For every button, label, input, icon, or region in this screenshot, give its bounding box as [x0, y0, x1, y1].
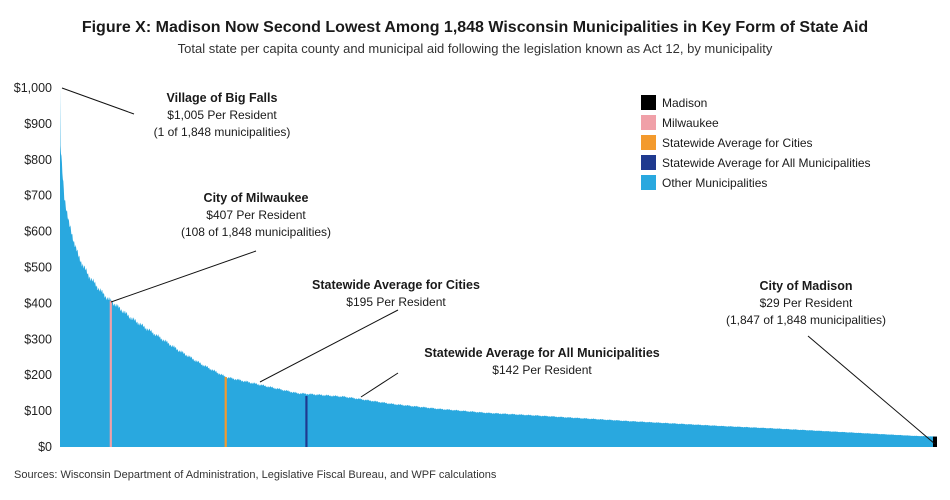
legend-swatch — [641, 155, 656, 170]
legend-label: Statewide Average for All Municipalities — [662, 156, 871, 170]
leader-line — [259, 309, 399, 383]
leader-line — [360, 372, 399, 398]
y-axis: $0 $100 $200 $300 $400 $500 $600 $700 $800 $900 $1… — [14, 81, 52, 454]
y-tick-label: $600 — [24, 225, 52, 239]
annotation-value: $195 Per Resident — [346, 295, 446, 309]
leader-line — [807, 335, 936, 445]
y-tick-label: $500 — [24, 261, 52, 275]
legend-label: Milwaukee — [662, 116, 719, 130]
leader-line — [61, 87, 135, 115]
legend-swatch — [641, 95, 656, 110]
y-tick-label: $100 — [24, 404, 52, 418]
annotation-rank: (1 of 1,848 municipalities) — [154, 125, 291, 139]
annotation-value: $1,005 Per Resident — [167, 108, 277, 122]
y-tick-label: $200 — [24, 368, 52, 382]
leader-line — [110, 250, 257, 303]
legend-label: Other Municipalities — [662, 176, 767, 190]
legend: Madison Milwaukee Statewide Average for Ci… — [641, 95, 871, 190]
annotation: Statewide Average for Cities $195 Per Res… — [312, 278, 480, 309]
annotation-leader-lines — [61, 87, 936, 445]
y-tick-label: $0 — [38, 440, 52, 454]
y-tick-label: $300 — [24, 332, 52, 346]
annotation-title: City of Madison — [759, 279, 852, 293]
highlight-bars — [109, 300, 937, 447]
legend-label: Madison — [662, 96, 707, 110]
y-tick-label: $400 — [24, 296, 52, 310]
highlight-bar-statewide-average-for-cities — [224, 376, 227, 447]
annotation: City of Milwaukee $407 Per Resident (108 o… — [181, 191, 331, 239]
y-tick-label: $1,000 — [14, 81, 52, 95]
highlight-bar-milwaukee — [109, 300, 112, 447]
legend-swatch — [641, 115, 656, 130]
y-tick-label: $800 — [24, 153, 52, 167]
annotation-rank: (108 of 1,848 municipalities) — [181, 225, 331, 239]
annotation: Statewide Average for All Municipalities… — [424, 346, 660, 377]
chart-subtitle: Total state per capita county and munici… — [177, 41, 773, 56]
municipality-distribution-area — [60, 86, 937, 448]
legend-swatch — [641, 135, 656, 150]
highlight-bar-statewide-average-for-all-municipalities — [305, 396, 308, 447]
annotation-value: $407 Per Resident — [206, 208, 306, 222]
legend-label: Statewide Average for Cities — [662, 136, 813, 150]
legend-swatch — [641, 175, 656, 190]
annotation: City of Madison $29 Per Resident (1,847 of… — [726, 279, 886, 327]
annotation-title: City of Milwaukee — [204, 191, 309, 205]
y-tick-label: $900 — [24, 117, 52, 131]
annotation: Village of Big Falls $1,005 Per Resident (… — [154, 91, 291, 139]
annotation-title: Statewide Average for All Municipalities — [424, 346, 660, 360]
chart-title: Figure X: Madison Now Second Lowest Amon… — [81, 19, 869, 36]
annotation-value: $29 Per Resident — [760, 296, 853, 310]
annotation-value: $142 Per Resident — [492, 363, 592, 377]
annotation-title: Statewide Average for Cities — [312, 278, 480, 292]
source-note: Sources: Wisconsin Department of Adminis… — [14, 469, 497, 481]
highlight-bar-madison — [933, 436, 937, 447]
y-tick-label: $700 — [24, 189, 52, 203]
annotation-title: Village of Big Falls — [167, 91, 278, 105]
annotations: Village of Big Falls $1,005 Per Resident (… — [154, 91, 886, 377]
annotation-rank: (1,847 of 1,848 municipalities) — [726, 313, 886, 327]
